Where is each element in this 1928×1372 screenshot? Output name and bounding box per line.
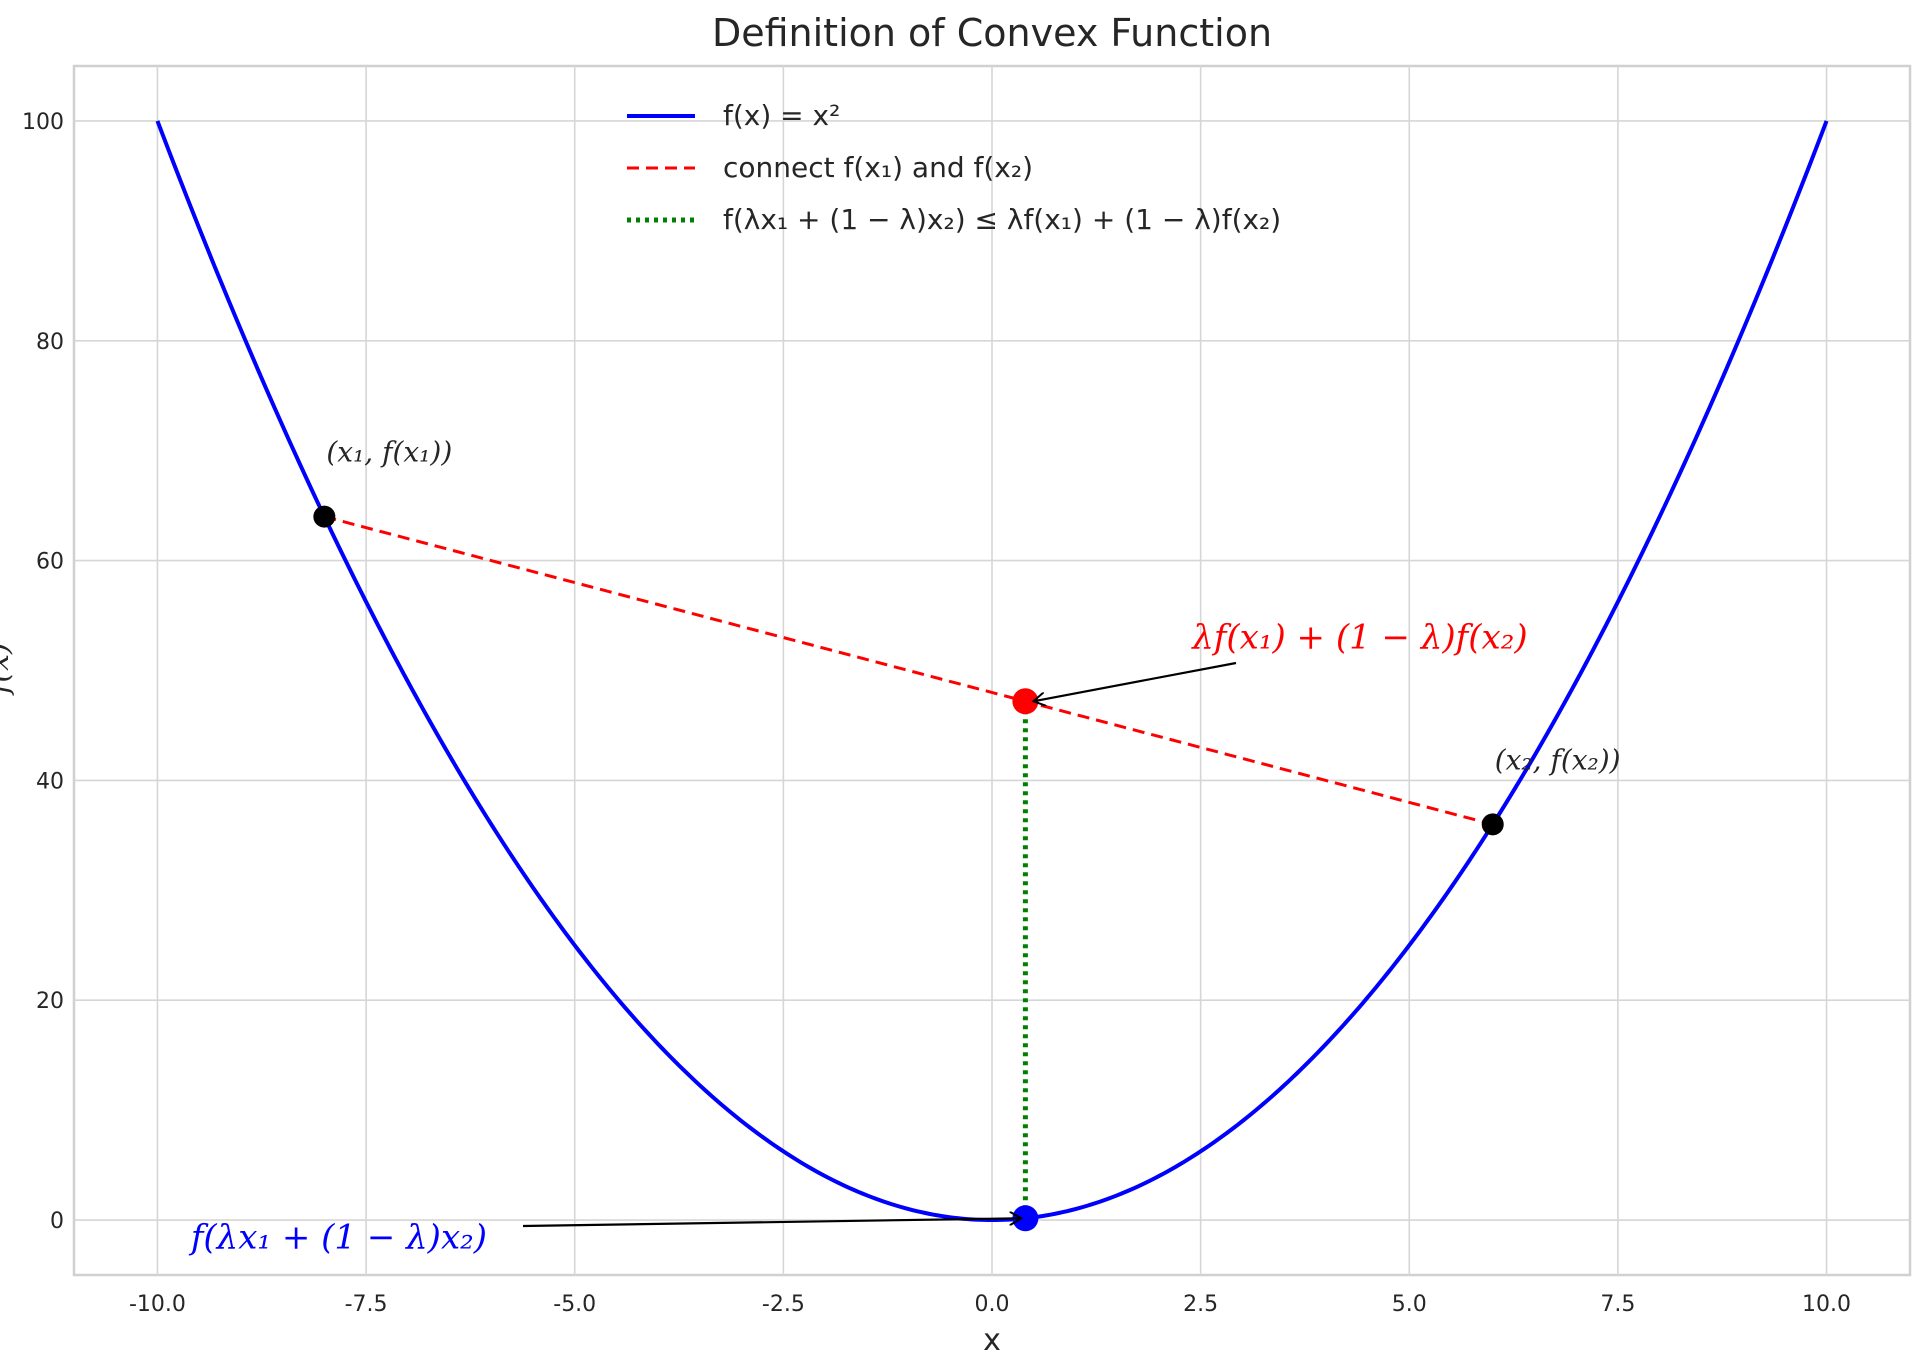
y-tick-label: 20 [36,989,64,1014]
annotations: (x₁, f(x₁)) (x₂, f(x₂)) λf(x₁) + (1 − λ)f(… [188,436,1621,1258]
chart-title: Definition of Convex Function [712,11,1272,55]
x-tick-label: -10.0 [129,1292,186,1317]
series [155,120,1829,1232]
annotation-arrow-function [522,1218,1021,1228]
x-tick-label: 2.5 [1183,1292,1218,1317]
legend-label-0: f(x) = x² [723,99,840,132]
x-tick-label: -7.5 [345,1292,388,1317]
data-point [1481,813,1504,836]
y-tick-label: 60 [36,550,64,575]
x-axis-label: x [983,1323,1001,1358]
legend: f(x) = x² connect f(x₁) and f(x₂) f(λx₁ + … [627,99,1281,236]
legend-label-1: connect f(x₁) and f(x₂) [723,151,1033,184]
x-tick-label: -2.5 [762,1292,805,1317]
y-axis-label: f(x) [0,642,16,695]
series-line-1 [323,515,1494,826]
series-line-0 [155,120,1829,1223]
y-tick-label: 80 [36,330,64,355]
annotation-arrow-chord [1033,661,1237,701]
x-tick-label: 10.0 [1802,1292,1851,1317]
x-tick-label: 5.0 [1392,1292,1427,1317]
x-tick-label: -5.0 [553,1292,596,1317]
y-tick-label: 0 [50,1209,64,1234]
annotation-chord: λf(x₁) + (1 − λ)f(x₂) [1190,618,1527,658]
annotation-function-value: f(λx₁ + (1 − λ)x₂) [188,1218,487,1258]
point-label-x2: (x₂, f(x₂)) [1495,743,1621,776]
ticks: -10.0 -7.5 -5.0 -2.5 0.0 2.5 5.0 7.5 10.0 0 20 40 60… [22,110,1851,1317]
point-label-x1: (x₁, f(x₁)) [326,436,452,469]
data-point [313,505,336,528]
x-tick-label: 0.0 [975,1292,1010,1317]
legend-label-2: f(λx₁ + (1 − λ)x₂) ≤ λf(x₁) + (1 − λ)f(x… [723,203,1281,236]
y-tick-label: 40 [36,769,64,794]
x-tick-label: 7.5 [1600,1292,1635,1317]
y-tick-label: 100 [22,110,64,135]
